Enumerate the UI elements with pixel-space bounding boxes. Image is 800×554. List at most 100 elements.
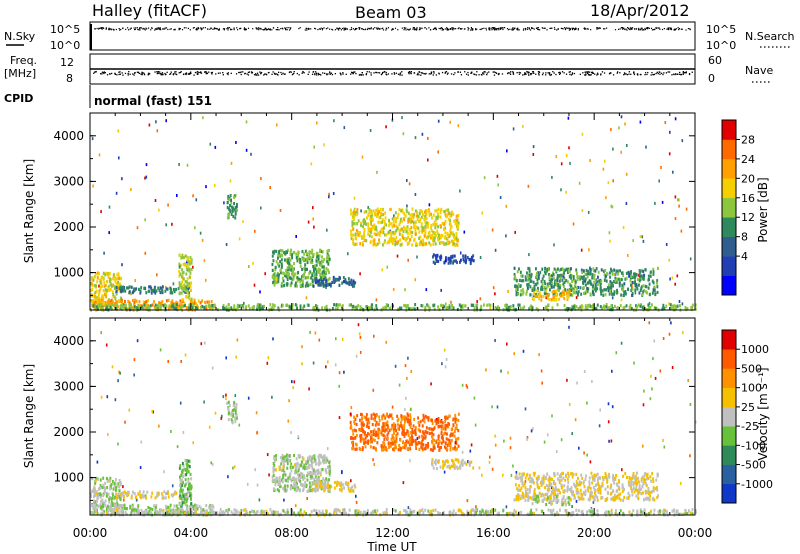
velocity-data-cell	[99, 503, 102, 507]
power-data-cell	[97, 307, 99, 311]
power-noise-cell	[406, 204, 408, 208]
power-data-cell	[634, 277, 636, 281]
power-data-cell	[424, 214, 427, 218]
power-data-cell	[423, 228, 426, 232]
power-ytick-label: 1000	[53, 266, 84, 280]
nave-point	[244, 73, 246, 75]
nave-point	[238, 71, 240, 74]
power-data-cell	[406, 304, 409, 308]
power-noise-cell	[612, 147, 614, 151]
nsky-point	[599, 27, 601, 29]
power-data-cell	[563, 303, 566, 308]
power-data-cell	[284, 252, 287, 256]
power-data-cell	[283, 283, 286, 287]
power-data-cell	[354, 213, 357, 217]
power-data-cell	[299, 258, 301, 262]
power-data-cell	[171, 304, 174, 308]
velocity-noise-cell	[358, 332, 361, 336]
power-data-cell	[635, 285, 638, 289]
power-data-cell	[452, 261, 454, 265]
power-data-cell	[104, 283, 107, 288]
power-data-cell	[190, 258, 193, 262]
nave-point	[596, 74, 598, 76]
power-data-cell	[322, 265, 325, 269]
power-data-cell	[528, 273, 530, 278]
power-data-cell	[580, 268, 583, 272]
power-data-cell	[453, 233, 455, 237]
power-data-cell	[452, 259, 455, 263]
power-data-cell	[373, 226, 376, 230]
power-noise-cell	[205, 278, 207, 282]
power-data-cell	[452, 239, 454, 243]
power-data-cell	[594, 284, 597, 289]
power-data-cell	[189, 284, 192, 288]
nave-point	[136, 71, 139, 73]
power-noise-cell	[376, 170, 378, 174]
power-data-cell	[384, 216, 387, 220]
velocity-data-cell	[93, 494, 95, 499]
nave-point	[507, 72, 509, 74]
power-data-cell	[420, 209, 422, 213]
velocity-data-cell	[210, 504, 212, 508]
nsky-point	[331, 28, 333, 30]
power-data-cell	[352, 281, 354, 285]
nsky-point	[268, 28, 271, 30]
power-data-cell	[416, 243, 419, 247]
velocity-data-cell	[131, 509, 134, 513]
velocity-data-cell	[184, 503, 187, 507]
velocity-noise-cell	[467, 460, 469, 464]
power-data-cell	[277, 276, 280, 280]
power-data-cell	[428, 211, 431, 215]
nave-point	[660, 72, 663, 74]
power-data-cell	[398, 232, 401, 236]
nsky-point	[670, 27, 672, 29]
power-data-cell	[565, 267, 568, 271]
power-data-cell	[354, 307, 357, 311]
velocity-data-cell	[311, 466, 314, 470]
power-data-cell	[178, 253, 181, 257]
power-data-cell	[568, 289, 571, 293]
power-noise-cell	[192, 265, 194, 269]
power-data-cell	[638, 283, 640, 287]
nsky-point	[536, 27, 538, 29]
velocity-noise-cell	[513, 352, 515, 356]
power-noise-cell	[100, 210, 102, 214]
velocity-noise-cell	[350, 406, 353, 409]
nave-point	[170, 71, 172, 73]
power-data-cell	[363, 210, 366, 214]
power-data-cell	[636, 305, 639, 309]
power-data-cell	[320, 249, 323, 253]
power-noise-cell	[313, 225, 315, 229]
power-data-cell	[531, 287, 534, 291]
power-data-cell	[432, 304, 435, 308]
nsky-point	[343, 27, 345, 29]
power-data-cell	[194, 306, 197, 310]
power-data-cell	[450, 213, 453, 217]
power-data-cell	[375, 214, 378, 218]
nave-point	[555, 73, 557, 76]
power-data-cell	[447, 306, 450, 310]
nsky-point	[338, 29, 340, 31]
nsky-point	[495, 28, 497, 30]
velocity-noise-cell	[491, 467, 494, 471]
velocity-data-cell	[214, 511, 217, 515]
velocity-data-cell	[127, 493, 130, 497]
nsky-point	[533, 28, 535, 30]
power-data-cell	[579, 305, 582, 309]
power-data-cell	[452, 235, 455, 239]
power-data-cell	[178, 292, 181, 296]
power-data-cell	[93, 307, 96, 311]
power-data-cell	[553, 289, 555, 293]
power-data-cell	[378, 210, 381, 214]
velocity-data-cell	[124, 511, 127, 515]
power-data-cell	[370, 211, 373, 215]
nave-point	[272, 71, 274, 73]
power-data-cell	[528, 269, 531, 273]
power-data-cell	[183, 301, 186, 305]
nsky-point	[441, 27, 443, 30]
power-data-cell	[282, 279, 285, 283]
power-data-cell	[587, 269, 590, 273]
power-data-cell	[278, 251, 280, 255]
power-ytick-label: 4000	[53, 129, 84, 143]
